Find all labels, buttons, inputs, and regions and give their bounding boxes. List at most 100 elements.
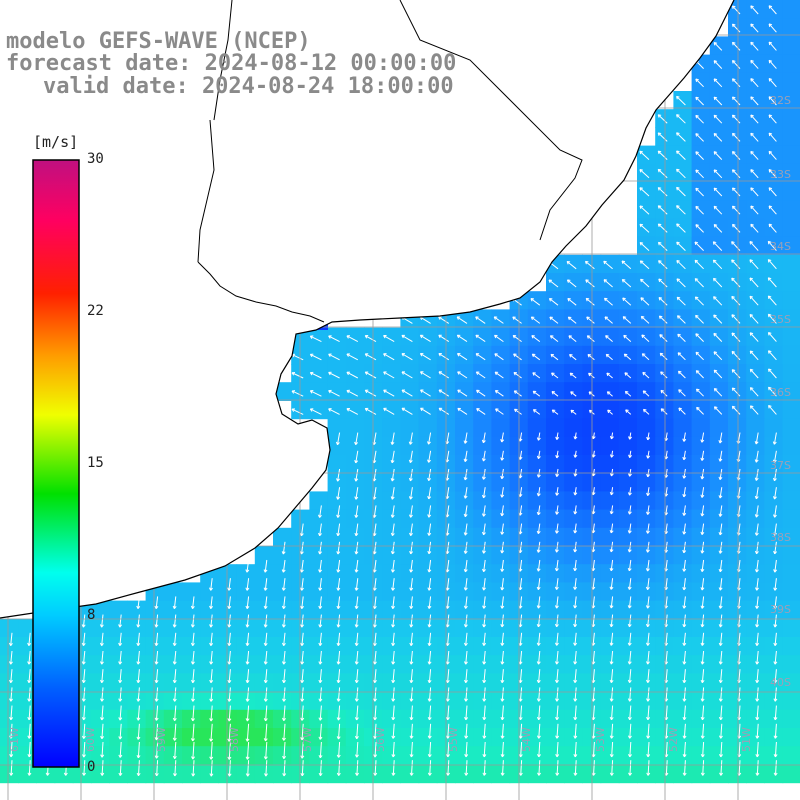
ocean-cell [254, 691, 274, 711]
ocean-cell [600, 327, 620, 347]
wind-arrow [567, 279, 577, 288]
ocean-cell [673, 728, 693, 747]
ocean-cell [418, 637, 438, 656]
ocean-cell [327, 400, 347, 420]
ocean-cell [709, 418, 729, 438]
wind-arrow-head [446, 496, 450, 500]
ocean-cell [309, 600, 329, 620]
wind-arrow [607, 391, 613, 397]
wind-arrow-head [501, 550, 505, 554]
wind-arrow-head [665, 493, 669, 497]
wind-arrow [683, 505, 686, 516]
wind-arrow-head [265, 698, 268, 702]
ocean-cell [0, 746, 19, 765]
ocean-cell [728, 72, 747, 92]
wind-arrow-head [328, 408, 331, 412]
wind-arrow [665, 450, 668, 460]
wind-arrow-head [774, 624, 778, 628]
lon-label-53w: 53W [594, 727, 607, 752]
wind-arrow-head [774, 459, 777, 463]
ocean-cell [327, 382, 347, 401]
wind-arrow [446, 596, 450, 609]
ocean-cell [691, 163, 711, 183]
wind-arrow [677, 352, 686, 361]
wind-arrow-head [356, 772, 359, 776]
wind-arrow-head [519, 438, 523, 442]
wind-arrow [719, 614, 723, 628]
wind-arrow [532, 353, 541, 361]
ocean-cell [546, 673, 565, 693]
ocean-cell [236, 746, 256, 765]
wind-arrow-head [265, 661, 268, 665]
wind-arrow-head [537, 568, 541, 572]
wind-arrow [701, 705, 705, 720]
ocean-cell [218, 673, 238, 693]
wind-arrow-head [401, 371, 404, 375]
ocean-cell [764, 764, 784, 784]
wind-arrow [537, 578, 541, 590]
wind-arrow-head [428, 661, 432, 665]
ocean-cell [473, 473, 492, 492]
wind-arrow [246, 559, 250, 573]
wind-arrow [210, 723, 213, 742]
ocean-cell [728, 473, 747, 492]
ocean-cell [218, 618, 238, 638]
wind-arrow [513, 353, 522, 361]
ocean-cell [327, 728, 347, 747]
ocean-cell [764, 673, 784, 693]
ocean-cell [254, 673, 274, 693]
wind-arrow-head [731, 24, 734, 28]
wind-arrow [647, 432, 650, 440]
ocean-cell [546, 618, 565, 638]
wind-arrow-head [756, 680, 760, 684]
wind-arrow-head [501, 642, 505, 646]
wind-arrow-head [501, 568, 505, 572]
wind-arrow-head [712, 241, 715, 245]
wind-arrow-head [494, 390, 498, 394]
wind-arrow [768, 332, 777, 342]
ocean-cell [309, 364, 329, 383]
wind-arrow [738, 614, 741, 628]
wind-arrow [647, 450, 650, 459]
lon-label-52w: 52W [667, 727, 680, 752]
wind-arrow [520, 760, 523, 776]
wind-arrow [410, 760, 413, 776]
ocean-cell [709, 709, 729, 729]
ocean-cell [327, 418, 347, 438]
wind-arrow-head [519, 512, 523, 516]
wind-arrow-head [137, 661, 141, 665]
wind-arrow-head [713, 206, 716, 210]
wind-arrow-head [10, 754, 14, 758]
wind-arrow-head [719, 605, 723, 609]
wind-arrow [365, 371, 377, 379]
wind-arrow-head [520, 698, 523, 702]
wind-arrow [483, 614, 486, 628]
ocean-cell [491, 673, 511, 693]
wind-arrow-head [639, 169, 642, 173]
wind-arrow-head [768, 96, 771, 100]
wind-arrow [550, 335, 559, 342]
wind-arrow [346, 408, 359, 415]
wind-arrow [611, 723, 614, 739]
wind-arrow [604, 297, 613, 306]
wind-arrow-head [337, 569, 341, 573]
wind-arrow [768, 150, 777, 160]
wind-arrow-head [428, 496, 432, 500]
wind-arrow-head [774, 661, 778, 665]
wind-arrow-head [355, 496, 359, 500]
ocean-cell [728, 582, 747, 602]
wind-arrow [155, 614, 159, 628]
wind-arrow [519, 705, 523, 720]
wind-arrow-head [501, 457, 505, 461]
wind-arrow [738, 741, 741, 757]
wind-arrow [301, 541, 304, 555]
ocean-cell [564, 327, 583, 347]
wind-arrow [10, 741, 13, 757]
ocean-cell [127, 637, 147, 656]
ocean-cell [691, 491, 711, 511]
wind-arrow [356, 669, 359, 683]
wind-arrow [428, 450, 432, 463]
ocean-cell [145, 746, 165, 765]
wind-arrow-head [768, 78, 771, 82]
wind-arrow [569, 372, 577, 379]
